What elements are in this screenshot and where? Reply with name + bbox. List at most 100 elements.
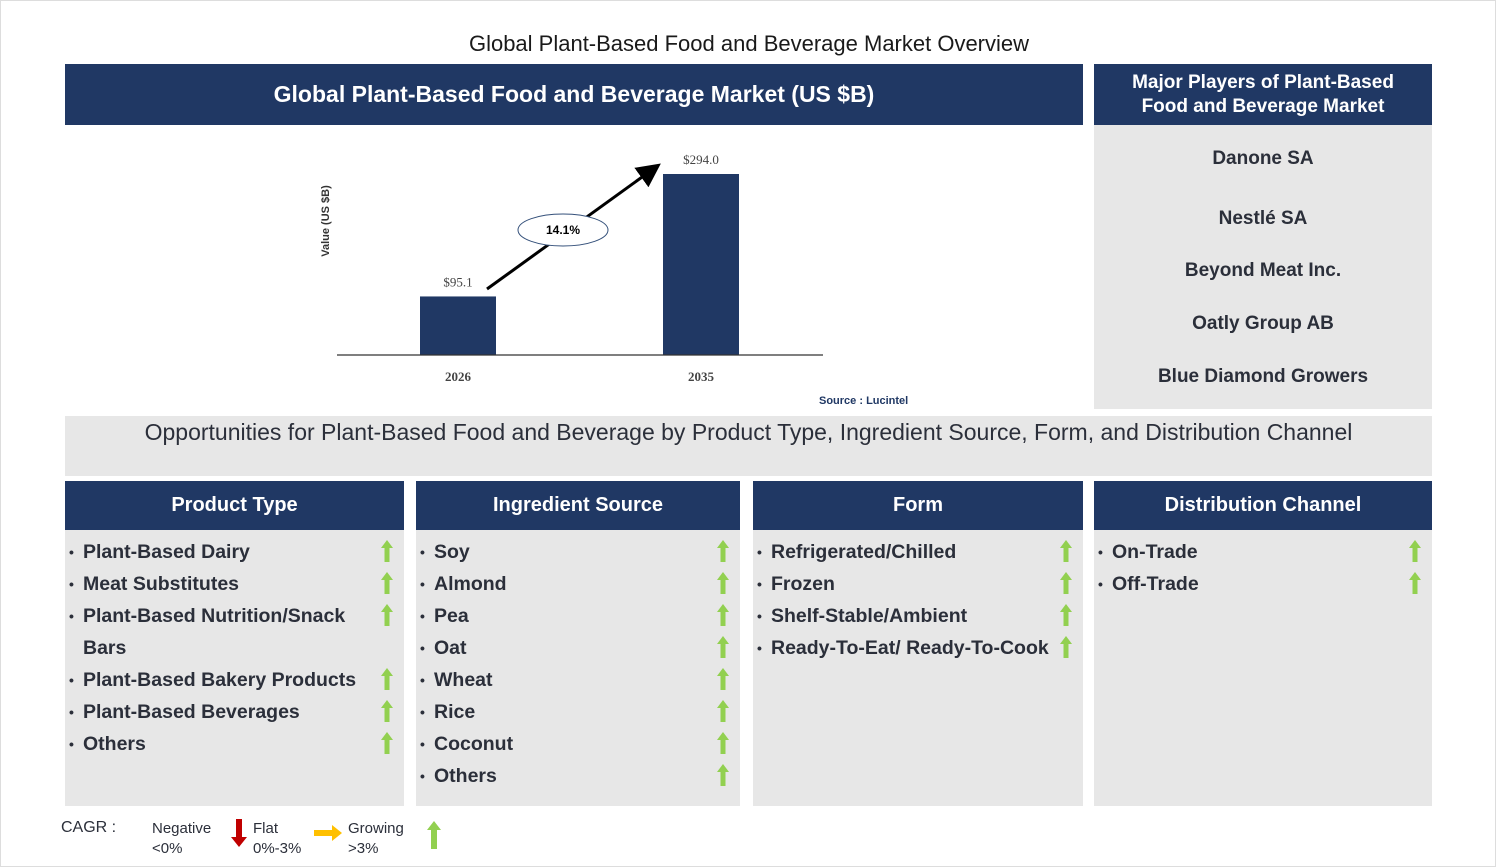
list-item-label: Soy <box>434 541 470 563</box>
list-item-label: Plant-Based Bakery Products <box>83 669 357 691</box>
list-item-label: Rice <box>434 701 476 723</box>
list-item: Others <box>420 760 740 792</box>
growing-arrow-icon <box>717 732 729 754</box>
list-item-label: Plant-Based Nutrition/Snack Bars <box>83 605 346 659</box>
x-tick-label: 2026 <box>445 369 472 384</box>
legend-negative-label: Negative <box>152 820 212 837</box>
growing-arrow-icon <box>381 540 393 562</box>
legend-growing-range: >3% <box>348 840 379 857</box>
growing-arrow-icon <box>717 540 729 562</box>
growing-arrow-icon <box>381 700 393 722</box>
players-header: Major Players of Plant-Based Food and Be… <box>1094 64 1432 125</box>
list-item: Plant-Based Dairy <box>69 536 404 568</box>
growing-arrow-icon <box>1060 540 1072 562</box>
growing-arrow-icon <box>1060 636 1072 658</box>
list-item: Frozen <box>757 568 1083 600</box>
growing-arrow-icon <box>717 700 729 722</box>
list-item: Plant-Based Bakery Products <box>69 664 404 696</box>
list-item-label: Frozen <box>771 573 835 595</box>
x-tick-label: 2035 <box>688 369 715 384</box>
growing-arrow-icon <box>1060 572 1072 594</box>
list-item: Wheat <box>420 664 740 696</box>
list-item: Refrigerated/Chilled <box>757 536 1083 568</box>
column-body: On-Trade Off-Trade <box>1094 530 1432 806</box>
list-item: Coconut <box>420 728 740 760</box>
list-item-label: Coconut <box>434 733 514 755</box>
growing-arrow-icon <box>717 572 729 594</box>
player-item: Nestlé SA <box>1218 208 1308 229</box>
list-item-label: Meat Substitutes <box>83 573 240 595</box>
growing-arrow-icon <box>1060 604 1072 626</box>
player-item: Danone SA <box>1212 148 1314 169</box>
cagr-label: 14.1% <box>546 223 580 237</box>
list-item: Almond <box>420 568 740 600</box>
list-item: Rice <box>420 696 740 728</box>
opportunities-header: Opportunities for Plant-Based Food and B… <box>65 416 1432 476</box>
source-label: Source : Lucintel <box>819 395 909 407</box>
column-header: Distribution Channel <box>1094 481 1432 530</box>
list-item-label: Oat <box>434 637 467 659</box>
column-header: Form <box>753 481 1083 530</box>
list-item-label: Plant-Based Dairy <box>83 541 250 563</box>
list-item: Shelf-Stable/Ambient <box>757 600 1083 632</box>
list-item: Pea <box>420 600 740 632</box>
list-item-label: Ready-To-Eat/ Ready-To-Cook <box>771 637 1049 659</box>
growing-arrow-icon <box>381 732 393 754</box>
growing-arrow-icon <box>381 572 393 594</box>
legend-negative: Negative <0% <box>152 819 211 859</box>
growing-arrow-icon <box>1409 572 1421 594</box>
list-item-label: Almond <box>434 573 507 595</box>
list-item: Oat <box>420 632 740 664</box>
column-body: Soy Almond Pea Oat Wheat Rice Coconut Others <box>416 530 740 806</box>
cagr-ellipse <box>517 213 609 247</box>
right-arrow-icon <box>314 825 342 841</box>
list-item-label: Plant-Based Beverages <box>83 701 300 723</box>
player-item: Oatly Group AB <box>1192 313 1334 334</box>
list-item-label: Pea <box>434 605 469 627</box>
list-item-label: Refrigerated/Chilled <box>771 541 957 563</box>
list-item: Off-Trade <box>1098 568 1432 600</box>
list-item: Soy <box>420 536 740 568</box>
bar-2026 <box>420 296 496 355</box>
legend-label: CAGR : <box>61 819 117 836</box>
legend-growing: Growing >3% <box>348 819 404 859</box>
bar-chart: Value (US $B) $95.1 2026 $294.0 2035 14.1% <box>320 152 823 384</box>
legend-negative-range: <0% <box>152 840 183 857</box>
legend-flat-label: Flat <box>253 820 279 837</box>
column-body: Refrigerated/Chilled Frozen Shelf-Stable/A… <box>753 530 1083 806</box>
list-item-label: Off-Trade <box>1112 573 1199 595</box>
y-axis-label: Value (US $B) <box>320 185 332 257</box>
players-list: Danone SA Nestlé SA Beyond Meat Inc. Oatly … <box>1094 125 1432 409</box>
legend-growing-label: Growing <box>348 820 404 837</box>
growing-arrow-icon <box>717 636 729 658</box>
page-title: Global Plant-Based Food and Beverage Mar… <box>468 31 1030 56</box>
down-arrow-icon <box>231 819 247 847</box>
growing-arrow-icon <box>717 764 729 786</box>
chart-header: Global Plant-Based Food and Beverage Mar… <box>65 64 1083 125</box>
list-item: On-Trade <box>1098 536 1432 568</box>
list-item: Meat Substitutes <box>69 568 404 600</box>
legend-flat: Flat 0%-3% <box>253 819 301 859</box>
growing-arrow-icon <box>381 668 393 690</box>
bar-2035 <box>663 174 739 355</box>
data-label: $294.0 <box>683 152 719 167</box>
list-item: Plant-Based Beverages <box>69 696 404 728</box>
column-body: Plant-Based Dairy Meat Substitutes Plant-B… <box>65 530 404 806</box>
list-item-label: Wheat <box>434 669 493 691</box>
list-item: Others <box>69 728 404 760</box>
column-header: Ingredient Source <box>416 481 740 530</box>
list-item-label: Shelf-Stable/Ambient <box>771 605 968 627</box>
list-item: Plant-Based Nutrition/Snack Bars <box>69 600 404 664</box>
growing-arrow-icon <box>717 668 729 690</box>
list-item-label: Others <box>83 733 146 755</box>
growing-arrow-icon <box>381 604 393 626</box>
list-item: Ready-To-Eat/ Ready-To-Cook <box>757 632 1083 664</box>
up-arrow-icon <box>427 821 441 849</box>
player-item: Blue Diamond Growers <box>1157 366 1369 387</box>
growing-arrow-icon <box>1409 540 1421 562</box>
list-item-label: On-Trade <box>1112 541 1198 563</box>
list-item-label: Others <box>434 765 497 787</box>
growing-arrow-icon <box>717 604 729 626</box>
player-item: Beyond Meat Inc. <box>1184 260 1342 281</box>
column-header: Product Type <box>65 481 404 530</box>
